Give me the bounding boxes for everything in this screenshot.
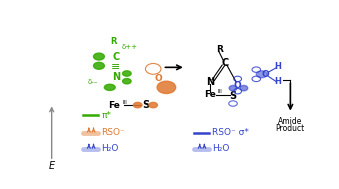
Text: S: S — [142, 100, 149, 110]
Ellipse shape — [123, 78, 131, 84]
Ellipse shape — [256, 71, 267, 78]
Text: ≡: ≡ — [111, 62, 121, 72]
Ellipse shape — [104, 84, 115, 91]
Text: Amide: Amide — [278, 117, 303, 126]
Text: S: S — [230, 91, 237, 101]
Text: H: H — [274, 62, 281, 71]
Text: R: R — [111, 37, 117, 46]
Text: C: C — [112, 52, 120, 62]
Text: Fe: Fe — [204, 90, 216, 99]
Ellipse shape — [149, 102, 157, 108]
Text: RSO⁻ σ*: RSO⁻ σ* — [212, 128, 249, 137]
Text: III: III — [122, 100, 127, 105]
Text: C: C — [222, 58, 229, 68]
Ellipse shape — [94, 53, 104, 60]
Text: Product: Product — [276, 124, 305, 133]
Text: O: O — [262, 70, 270, 79]
Ellipse shape — [229, 85, 237, 91]
Text: Fe: Fe — [108, 101, 120, 110]
Text: O: O — [155, 74, 162, 83]
Ellipse shape — [94, 62, 104, 69]
Text: O: O — [234, 81, 242, 90]
Ellipse shape — [134, 102, 142, 108]
Text: N: N — [112, 72, 120, 82]
Text: H₂O: H₂O — [101, 144, 119, 153]
Text: RSO⁻: RSO⁻ — [101, 128, 125, 137]
Text: E: E — [48, 161, 55, 171]
Ellipse shape — [240, 85, 248, 91]
Ellipse shape — [123, 71, 131, 76]
Text: R: R — [216, 45, 222, 54]
Text: δ++: δ++ — [121, 44, 137, 50]
Ellipse shape — [157, 81, 176, 94]
Text: H₂O: H₂O — [212, 144, 230, 153]
Text: H: H — [274, 77, 281, 87]
Text: III: III — [218, 89, 222, 94]
Text: π*: π* — [101, 111, 111, 120]
Text: N: N — [206, 77, 214, 87]
Text: δ-–: δ-– — [87, 79, 98, 85]
